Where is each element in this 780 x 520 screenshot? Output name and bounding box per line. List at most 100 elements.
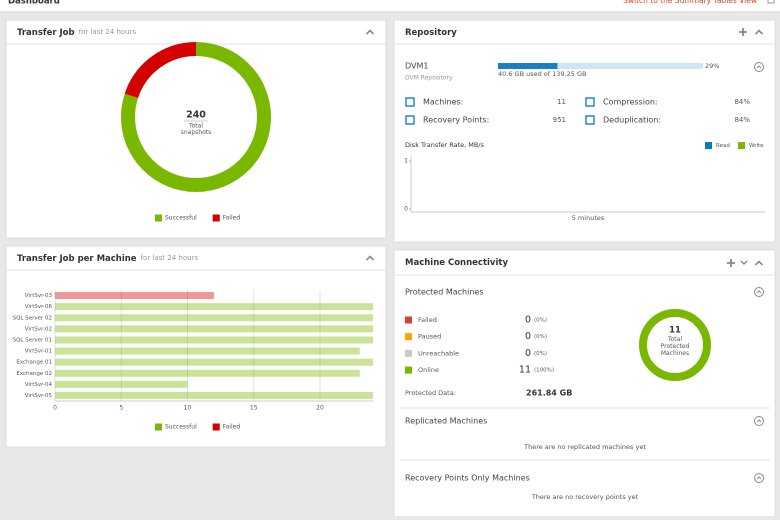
status-percent: (0%) <box>534 318 547 324</box>
chart-title: Disk Transfer Rate, MB/s <box>405 141 485 149</box>
collapse-button[interactable] <box>754 416 764 426</box>
collapse-icon <box>756 419 762 423</box>
y-tick-label: SQL Server 02 <box>13 315 52 321</box>
title: Transfer Job per Machine <box>17 254 137 264</box>
view-icon[interactable] <box>767 0 775 4</box>
collapse-icon <box>756 290 762 294</box>
collapse-button[interactable] <box>754 29 764 35</box>
bar <box>55 369 360 377</box>
collapse-button[interactable] <box>754 473 764 483</box>
legend-label: Successful <box>165 424 197 431</box>
status-label: Online <box>418 366 439 374</box>
status-percent: (0%) <box>534 334 547 340</box>
dropdown-button[interactable] <box>740 260 748 265</box>
y-tick-label: 1 <box>404 158 408 165</box>
usage-text: 40.6 GB used of 139.25 GB <box>498 70 586 78</box>
y-tick-label: 0 <box>404 206 408 213</box>
add-button[interactable] <box>727 259 735 267</box>
donut-center-label: snapshots <box>181 129 212 136</box>
donut-total: 11 <box>669 326 681 336</box>
legend-swatch <box>212 423 220 431</box>
empty-message: There are no replicated machines yet <box>523 443 646 451</box>
title: Repository <box>405 28 457 38</box>
collapse-button[interactable] <box>754 62 764 72</box>
top-bar <box>0 0 780 12</box>
stat-value: 84% <box>734 116 750 124</box>
legend-swatch <box>738 142 745 149</box>
panel <box>5 19 387 239</box>
status-swatch <box>405 333 412 341</box>
panel <box>5 245 387 448</box>
status-swatch <box>405 316 412 324</box>
donut-center-label: Protected <box>661 343 690 350</box>
panel-title: Repository <box>405 28 457 38</box>
legend-label: Read <box>716 143 730 149</box>
collapse-button[interactable] <box>754 260 764 266</box>
summary-link[interactable]: Switch to the Summary Tables View <box>623 0 757 5</box>
section-title: Recovery Points Only Machines <box>405 474 530 483</box>
section-title: Replicated Machines <box>405 417 487 426</box>
bar <box>55 314 373 322</box>
collapse-button[interactable] <box>365 29 375 35</box>
usage-track <box>498 63 703 69</box>
subtitle: for last 24 hours <box>79 28 137 36</box>
legend-label: Write <box>749 143 764 149</box>
protected-data-label: Protected Data: <box>405 389 456 397</box>
status-swatch <box>405 349 412 357</box>
empty-message: There are no recovery points yet <box>531 493 639 501</box>
stat-icon <box>585 115 595 125</box>
panel <box>393 249 776 520</box>
section-title: Protected Machines <box>405 288 483 297</box>
bar <box>55 325 373 333</box>
x-tick-label: 5 <box>119 405 123 412</box>
stat-label: Compression: <box>603 98 658 107</box>
status-count: 0 <box>525 315 531 326</box>
y-tick-label: VirtSvr-02 <box>25 326 52 332</box>
panel-title: Machine Connectivity <box>405 258 508 268</box>
x-tick-label: 0 <box>53 405 57 412</box>
collapse-button[interactable] <box>754 287 764 297</box>
bar <box>55 292 214 300</box>
donut-segment <box>639 309 711 381</box>
status-count: 0 <box>525 331 531 342</box>
x-tick-label: 15 <box>250 405 258 412</box>
x-tick-label: 10 <box>184 405 192 412</box>
collapse-icon <box>756 476 762 480</box>
legend-swatch <box>705 142 712 149</box>
status-swatch <box>405 366 412 374</box>
y-tick-label: VirtSvr-04 <box>25 382 53 388</box>
panel <box>393 19 776 243</box>
collapse-button[interactable] <box>365 255 375 261</box>
legend-label: Failed <box>223 424 241 431</box>
protected-data-value: 261.84 GB <box>526 389 572 398</box>
collapse-icon <box>756 65 762 69</box>
title: Transfer Job <box>17 28 75 38</box>
status-percent: (100%) <box>534 368 554 374</box>
donut-center-label: Total <box>188 123 203 130</box>
y-tick-label: VirtSvr-01 <box>25 349 52 355</box>
y-tick-label: Exchange 01 <box>16 360 52 366</box>
repository-type: DVM Repository <box>405 75 453 82</box>
legend-swatch <box>155 423 162 431</box>
donut-center-label: Total <box>667 336 682 343</box>
donut-total: 240 <box>186 110 206 121</box>
title: Machine Connectivity <box>405 258 508 268</box>
legend-label: Failed <box>223 215 241 222</box>
stat-label: Deduplication: <box>603 116 661 125</box>
status-label: Failed <box>418 316 437 324</box>
stat-icon <box>405 115 415 125</box>
status-label: Unreachable <box>418 349 459 357</box>
bar <box>55 391 373 399</box>
x-axis-label: 5 minutes <box>572 214 605 222</box>
status-percent: (0%) <box>534 351 547 357</box>
add-button[interactable] <box>739 28 747 36</box>
bar <box>55 380 188 388</box>
y-tick-label: VirtSvr-03 <box>25 293 53 299</box>
repository-name: DVM1 <box>405 62 428 71</box>
stat-icon <box>405 97 415 107</box>
bar <box>55 347 360 355</box>
subtitle: for last 24 hours <box>141 254 199 262</box>
usage-fill <box>498 63 558 69</box>
